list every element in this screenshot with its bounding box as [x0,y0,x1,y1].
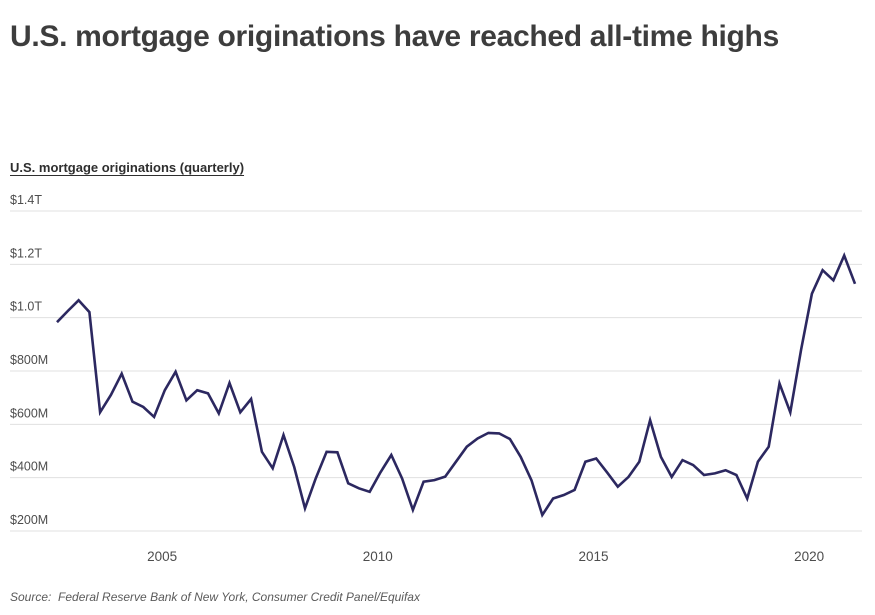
x-axis-tick-label: 2015 [578,549,608,564]
y-axis-tick-label: $1.4T [10,193,42,207]
y-axis-tick-label: $600M [10,406,48,420]
x-axis-tick-label: 2005 [147,549,177,564]
data-line-mortgage-originations [56,252,857,519]
chart-subtitle: U.S. mortgage originations (quarterly) [10,160,245,175]
x-axis-tick-label: 2010 [363,549,393,564]
y-axis-tick-label: $1.2T [10,246,42,260]
y-axis-tick-label: $400M [10,460,48,474]
source-attribution: Source: Federal Reserve Bank of New York… [10,590,420,604]
x-axis-tick-label: 2020 [794,549,824,564]
y-axis-tick-label: $200M [10,513,48,527]
page-title: U.S. mortgage originations have reached … [10,20,779,53]
y-axis-tick-label: $1.0T [10,300,42,314]
y-axis-tick-label: $800M [10,353,48,367]
